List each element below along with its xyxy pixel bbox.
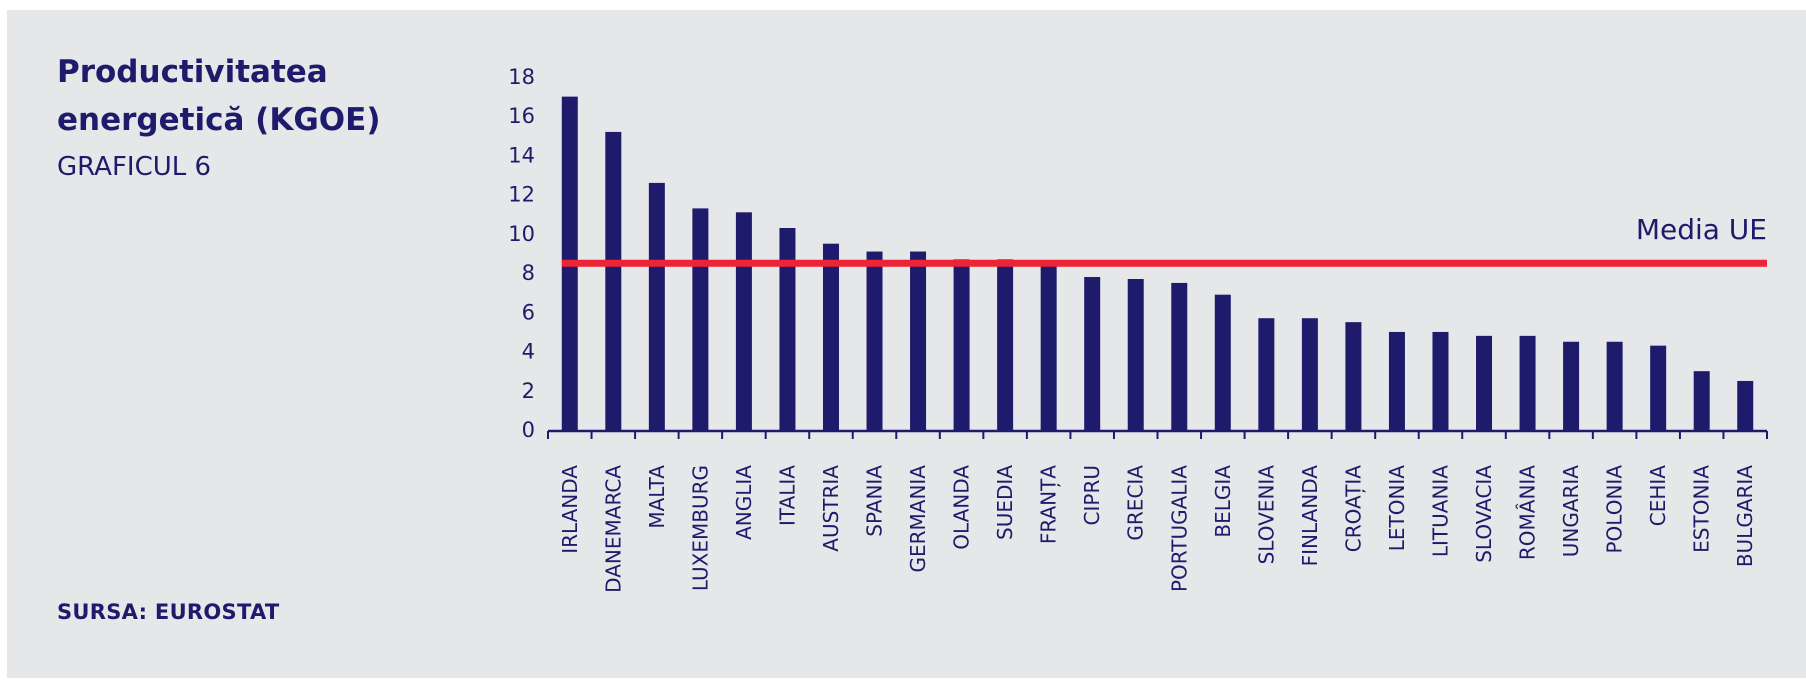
eu-average-label: Media UE <box>1636 213 1767 246</box>
bar <box>605 131 622 430</box>
y-tick-label: 6 <box>522 300 535 324</box>
chart-subtitle: GRAFICUL 6 <box>57 152 212 182</box>
x-tick-label: SPANIA <box>863 465 887 537</box>
x-tick-label: BULGARIA <box>1733 465 1757 567</box>
x-tick-label: ANGLIA <box>732 465 756 540</box>
x-tick-label: BELGIA <box>1211 465 1235 538</box>
y-tick-label: 14 <box>508 143 535 167</box>
x-tick-label: CEHIA <box>1646 465 1670 527</box>
bar <box>997 259 1014 430</box>
bar <box>1432 331 1449 430</box>
x-tick-label: FRANȚA <box>1037 465 1061 544</box>
x-tick-label: CIPRU <box>1080 465 1104 525</box>
x-tick-label: LUXEMBURG <box>688 465 712 591</box>
bar <box>1301 318 1318 430</box>
y-tick-label: 4 <box>522 340 535 364</box>
bar <box>1693 371 1710 430</box>
bar <box>1084 277 1101 430</box>
bar <box>779 228 796 430</box>
chart-title: Productivitatea energetică (KGOE) <box>57 54 381 138</box>
y-tick-label: 8 <box>522 261 535 285</box>
bar <box>1040 265 1057 430</box>
x-tick-label: SLOVACIA <box>1472 465 1496 563</box>
x-tick-label: GERMANIA <box>906 465 930 573</box>
x-tick-label: DANEMARCA <box>601 465 625 593</box>
x-tick-label: CROAȚIA <box>1341 465 1365 552</box>
y-tick-label: 18 <box>508 65 535 89</box>
x-tick-label: IRLANDA <box>558 465 582 554</box>
bar <box>648 182 665 430</box>
bar <box>1345 322 1362 430</box>
y-tick-label: 2 <box>522 379 535 403</box>
bar <box>692 208 709 430</box>
x-tick-label: ITALIA <box>775 465 799 526</box>
bar <box>1737 380 1754 430</box>
x-tick-label: PORTUGALIA <box>1167 465 1191 592</box>
x-tick-label: ROMÂNIA <box>1516 465 1540 560</box>
x-tick-label: MALTA <box>645 465 669 529</box>
y-tick-label: 12 <box>508 183 535 207</box>
x-tick-label: ESTONIA <box>1690 465 1714 553</box>
x-tick-label: UNGARIA <box>1559 465 1583 558</box>
bar <box>1171 282 1188 430</box>
bar <box>1606 341 1623 430</box>
chart-panel <box>7 10 1806 678</box>
x-tick-label: SUEDIA <box>993 465 1017 540</box>
x-tick-label: GRECIA <box>1124 465 1148 541</box>
bar <box>910 251 927 430</box>
y-tick-label: 10 <box>508 222 535 246</box>
x-tick-label: SLOVENIA <box>1254 465 1278 565</box>
x-tick-label: FINLANDA <box>1298 465 1322 567</box>
bar <box>822 243 839 430</box>
x-tick-label: LITUANIA <box>1428 465 1452 557</box>
bar <box>866 251 883 430</box>
x-tick-label: OLANDA <box>950 465 974 550</box>
x-tick-label: LETONIA <box>1385 465 1409 552</box>
bar <box>953 259 970 430</box>
bar <box>1563 341 1580 430</box>
bar <box>1258 318 1275 430</box>
bar <box>1127 278 1144 430</box>
y-tick-label: 16 <box>508 104 535 128</box>
y-tick-label: 0 <box>522 418 535 442</box>
bar <box>1650 345 1667 430</box>
bar <box>1519 335 1536 430</box>
x-tick-label: AUSTRIA <box>819 465 843 552</box>
bar <box>1214 294 1231 430</box>
x-tick-label: POLONIA <box>1603 465 1627 554</box>
source-note: SURSA: EUROSTAT <box>57 600 280 624</box>
bar <box>735 212 752 430</box>
bar <box>1388 331 1405 430</box>
bar <box>1476 335 1493 430</box>
